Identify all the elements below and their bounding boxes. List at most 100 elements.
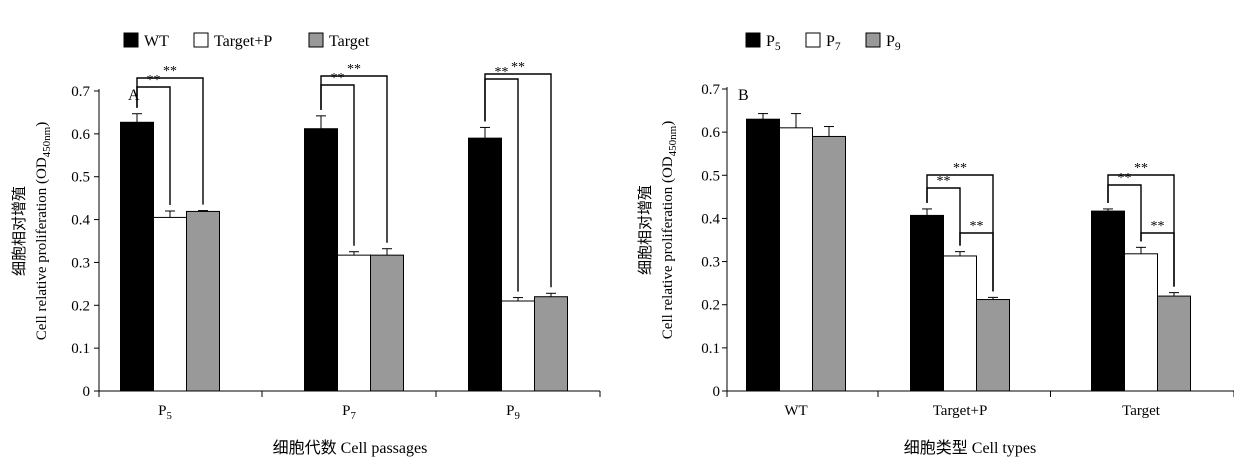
bar [779, 127, 813, 392]
x-axis-label: 细胞类型 Cell types [904, 439, 1036, 457]
x-category-label-base: Target+P [933, 403, 988, 419]
legend-swatch [308, 32, 324, 48]
bar [910, 214, 944, 392]
bar [186, 210, 220, 392]
panel-label: B [738, 87, 749, 104]
significance-bracket [1107, 174, 1175, 287]
significance-label: ** [347, 62, 361, 77]
y-axis-label-en: Cell relative proliferation (OD450nm) [660, 121, 679, 339]
bar [120, 121, 154, 392]
panel-label: A [128, 87, 140, 104]
legend-label: P7 [826, 33, 841, 53]
x-category-label-base: P [506, 403, 514, 419]
significance-label: ** [1118, 171, 1132, 186]
significance-label: ** [1134, 161, 1148, 176]
x-category-label-sub: 9 [514, 410, 519, 422]
x-category-label: WT [784, 403, 807, 419]
significance-label: ** [331, 71, 345, 86]
bar [153, 216, 187, 392]
legend-label: P9 [886, 33, 901, 53]
bar [976, 299, 1010, 392]
bar [746, 118, 780, 392]
bar [1091, 210, 1125, 392]
significance-label: ** [953, 161, 967, 176]
bar [501, 300, 535, 392]
y-tick-label: 0.6 [701, 125, 720, 141]
significance-label: ** [1151, 219, 1165, 234]
x-category-label: P7 [342, 403, 356, 422]
y-tick-label: 0.1 [71, 341, 90, 357]
bar [534, 296, 568, 392]
y-tick-label: 0.1 [701, 341, 720, 357]
y-axis-label-en-end: ) [660, 121, 676, 126]
legend-swatch [123, 32, 139, 48]
bar [812, 135, 846, 392]
legend-swatch [745, 32, 761, 48]
x-category-label-base: Target [1122, 403, 1161, 419]
x-category-label-sub: 5 [166, 410, 171, 422]
bar [943, 255, 977, 392]
legend-label-sub: 5 [775, 41, 781, 53]
significance-label: ** [970, 219, 984, 234]
bar [304, 128, 338, 392]
x-axis-label: 细胞代数 Cell passages [273, 439, 428, 457]
y-axis-label-cn: 细胞相对增殖 [637, 185, 654, 275]
legend-swatch [865, 32, 881, 48]
bar [337, 254, 371, 392]
y-tick-label: 0.6 [71, 127, 90, 143]
y-axis-label-cn: 细胞相对增殖 [11, 186, 28, 276]
x-category-label: P5 [158, 403, 172, 422]
y-tick-label: 0.5 [71, 170, 90, 186]
y-tick-label: 0 [83, 384, 91, 400]
x-category-label-base: P [342, 403, 350, 419]
legend-label: WT [144, 33, 169, 50]
y-tick-label: 0.3 [71, 255, 90, 271]
y-tick-label: 0.3 [701, 255, 720, 271]
x-category-label-sub: 7 [350, 410, 356, 422]
significance-label: ** [937, 174, 951, 189]
y-tick-label: 0.2 [71, 298, 90, 314]
legend-label-base: P [766, 33, 775, 50]
legend-label: Target [329, 33, 370, 50]
legend-swatch [193, 32, 209, 48]
bar [1124, 253, 1158, 392]
significance-bracket [1140, 232, 1175, 287]
legend-label-sub: 9 [895, 41, 901, 53]
y-tick-label: 0.4 [71, 213, 90, 229]
y-axis-label-en-main: Cell relative proliferation (OD [34, 157, 50, 340]
bar [468, 137, 502, 392]
significance-bracket [320, 75, 388, 243]
y-tick-label: 0.7 [701, 82, 720, 98]
significance-label: ** [511, 60, 525, 75]
x-category-label: Target [1122, 403, 1161, 419]
y-tick-label: 0.5 [701, 168, 720, 184]
significance-label: ** [163, 64, 177, 79]
legend-swatch [805, 32, 821, 48]
significance-bracket [136, 77, 204, 205]
significance-bracket [959, 232, 994, 292]
y-axis-label-en-sub: 450nm [667, 125, 679, 156]
y-axis-label-en: Cell relative proliferation (OD450nm) [34, 122, 53, 340]
significance-label: ** [147, 73, 161, 88]
y-axis-label-en-main: Cell relative proliferation (OD [660, 156, 676, 339]
legend-label-base: P [886, 33, 895, 50]
significance-bracket [484, 73, 552, 288]
y-axis-label-en-sub: 450nm [41, 126, 53, 157]
y-tick-label: 0.4 [701, 211, 720, 227]
legend-label-base: P [826, 33, 835, 50]
x-category-label: Target+P [933, 403, 988, 419]
y-tick-label: 0 [713, 384, 721, 400]
legend-label-sub: 7 [835, 41, 841, 53]
bar [1157, 295, 1191, 392]
legend-label: Target+P [214, 33, 272, 50]
x-category-label-base: WT [784, 403, 807, 419]
y-tick-label: 0.7 [71, 84, 90, 100]
x-category-label-base: P [158, 403, 166, 419]
legend-label: P5 [766, 33, 781, 53]
bar [370, 254, 404, 392]
y-tick-label: 0.2 [701, 298, 720, 314]
x-category-label: P9 [506, 403, 520, 422]
chart-panel-A: 00.10.20.30.40.50.60.7P5 P7 P9**** **** ** **… [11, 32, 601, 457]
significance-label: ** [495, 65, 509, 80]
